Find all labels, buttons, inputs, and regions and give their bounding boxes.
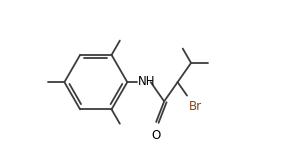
Text: Br: Br xyxy=(188,100,202,113)
Text: NH: NH xyxy=(138,75,156,88)
Text: O: O xyxy=(152,129,161,142)
